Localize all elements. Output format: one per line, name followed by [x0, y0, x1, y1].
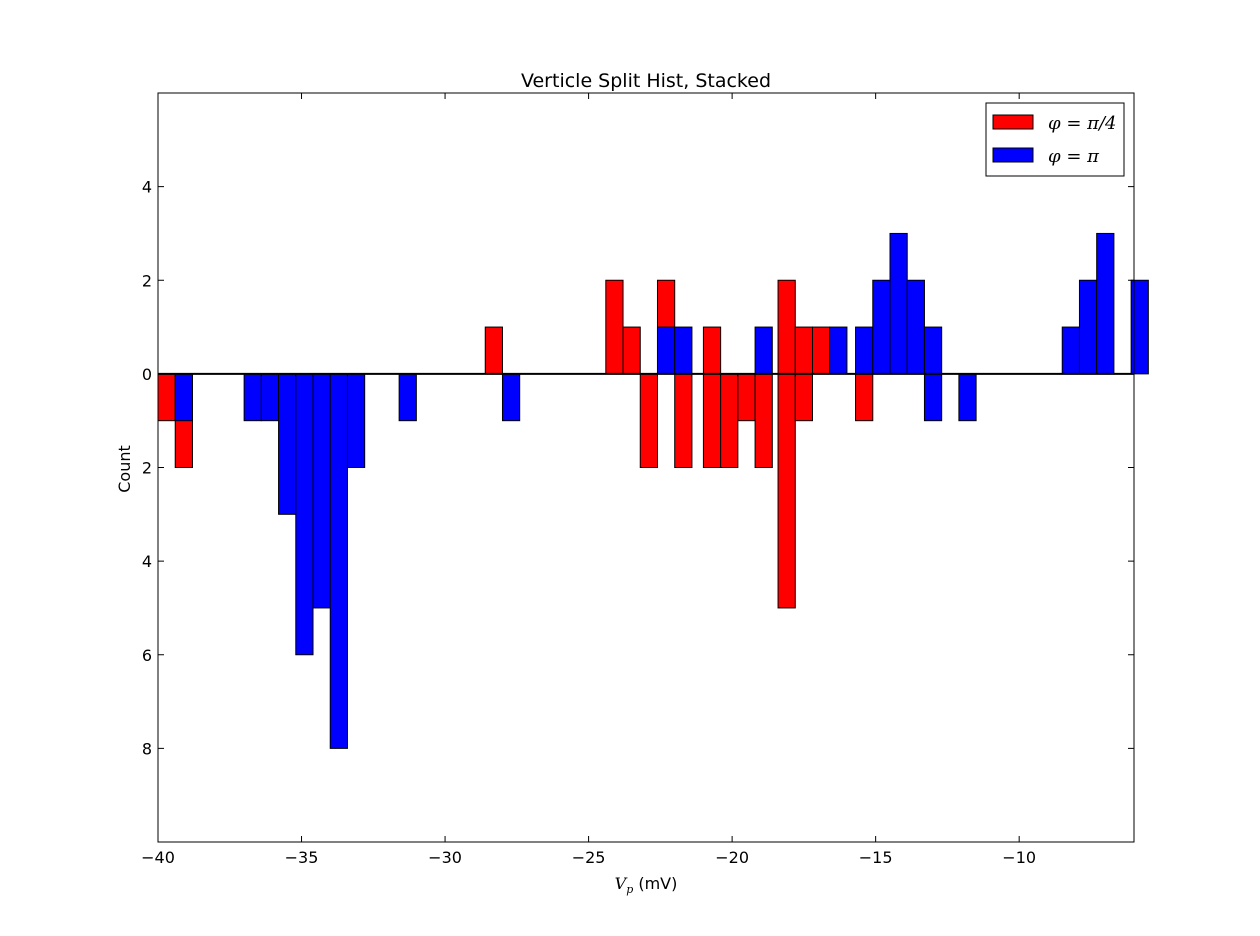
bar-down-pi-over-4: [855, 373, 874, 422]
legend-swatch-pi: [992, 147, 1034, 163]
bar-down-pi-over-4: [737, 373, 756, 422]
chart-title: Verticle Split Hist, Stacked: [521, 70, 771, 92]
y-tick-label: 8: [142, 739, 152, 758]
bar-down-pi: [501, 373, 521, 422]
y-tick-label: 6: [142, 646, 152, 665]
y-axis-label: Count: [115, 445, 134, 493]
x-tick-label: −40: [141, 848, 175, 867]
bar-up-pi: [656, 326, 676, 375]
legend-label-pi: φ = π: [1048, 146, 1100, 167]
bar-up-pi: [906, 279, 925, 375]
y-tick-label: 4: [142, 178, 152, 197]
x-tick-label: −35: [285, 848, 319, 867]
bar-up-pi-over-4: [605, 279, 624, 375]
bar-down-pi: [923, 373, 943, 422]
bar-down-pi: [312, 373, 331, 609]
bar-up-pi-over-4: [794, 326, 813, 375]
bar-down-pi: [278, 373, 297, 515]
x-tick-label: −30: [428, 848, 462, 867]
bar-down-pi-over-4: [777, 373, 796, 609]
bar-down-pi: [329, 373, 348, 749]
bar-down-pi: [346, 373, 366, 468]
bar-up-pi-over-4: [702, 326, 722, 375]
x-tick-label: −25: [572, 848, 606, 867]
plot-area: −40 −35 −30 −25 −20 −15 −10 4 2 0 2 4 6 8: [141, 92, 1149, 867]
bar-up-pi: [923, 326, 943, 375]
bar-down-pi-over-4: [674, 373, 693, 468]
bar-down-pi-over-4: [794, 373, 813, 422]
bar-up-pi: [889, 232, 908, 375]
bar-up-pi: [1130, 279, 1149, 375]
bar-up-pi: [829, 326, 848, 375]
y-tick-label: 0: [142, 365, 152, 384]
bar-up-pi: [1061, 326, 1080, 375]
bar-up-pi-over-4: [622, 326, 641, 375]
bar-down-pi-over-4: [157, 373, 176, 422]
bar-up-pi-over-4: [484, 326, 503, 375]
legend-label-pi-over-4: φ = π/4: [1048, 113, 1116, 134]
x-tick-label: −10: [1002, 848, 1036, 867]
bar-down-pi-over-4: [754, 373, 773, 468]
bar-up-pi: [1096, 232, 1115, 375]
legend: φ = π/4 φ = π: [985, 102, 1125, 177]
x-axis-label: Vp (mV): [615, 874, 678, 896]
bar-up-pi: [1078, 279, 1098, 375]
x-tick-label: −15: [859, 848, 893, 867]
bar-up-pi: [754, 326, 773, 375]
y-tick-label: 2: [142, 271, 152, 290]
bar-up-pi: [872, 279, 891, 375]
bar-up-pi-over-4: [811, 326, 831, 375]
x-axis-label-subscript: p: [626, 883, 633, 896]
bar-down-pi: [174, 373, 193, 422]
x-axis-label-unit: (mV): [633, 874, 677, 893]
bar-down-pi-over-4: [720, 373, 739, 468]
legend-swatch-pi-over-4: [992, 114, 1034, 130]
x-axis-label-symbol: V: [615, 874, 628, 893]
bar-down-pi-over-4: [639, 373, 658, 468]
bar-down-pi: [398, 373, 417, 422]
bar-up-pi: [674, 326, 693, 375]
bar-down-pi: [958, 373, 977, 422]
bar-up-pi: [855, 326, 874, 375]
y-tick-label: 4: [142, 552, 152, 571]
x-tick-label: −20: [715, 848, 749, 867]
bar-down-pi: [243, 373, 262, 422]
bar-down-pi-over-4: [702, 373, 722, 468]
y-tick-label: 2: [142, 459, 152, 478]
bar-down-pi: [260, 373, 280, 422]
bar-up-pi-over-4: [777, 279, 796, 375]
bar-down-pi: [295, 373, 314, 656]
